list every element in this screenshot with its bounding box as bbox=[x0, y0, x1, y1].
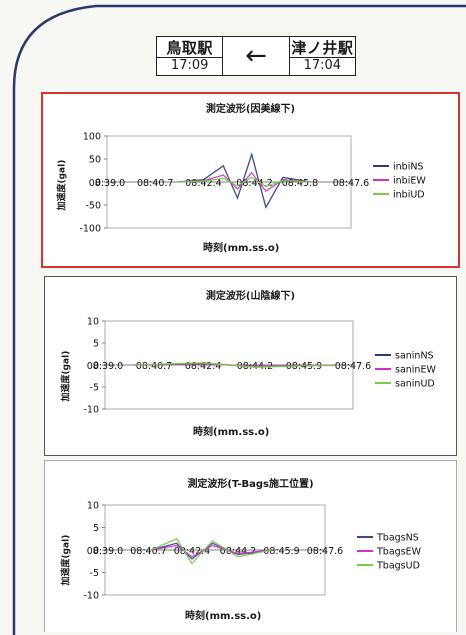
x-tick-label: 08:39.0 bbox=[87, 546, 123, 557]
left-station: 鳥取駅 17:09 bbox=[157, 37, 223, 75]
legend-label: saninNS bbox=[395, 351, 434, 362]
legend-label: TbagsUD bbox=[376, 561, 420, 572]
y-tick-label: 10 bbox=[87, 317, 99, 328]
left-arrow-icon: ← bbox=[245, 41, 267, 71]
chart-title: 測定波形(山陰線下) bbox=[205, 291, 296, 302]
legend-label: inbiEW bbox=[393, 176, 426, 187]
x-tick-label: 08:44.2 bbox=[220, 546, 256, 557]
legend-label: inbiUD bbox=[393, 190, 425, 201]
direction-arrow-cell: ← bbox=[222, 37, 290, 75]
right-station-name: 津ノ井駅 bbox=[291, 38, 354, 57]
series-line-saninUD bbox=[133, 362, 336, 368]
y-tick-label: 10 bbox=[87, 501, 99, 512]
y-tick-label: 5 bbox=[93, 523, 99, 534]
x-tick-label: 08:39.0 bbox=[89, 178, 125, 189]
x-tick-label: 08:44.2 bbox=[236, 178, 272, 189]
y-tick-label: -5 bbox=[90, 383, 99, 394]
legend-label: saninUD bbox=[395, 379, 435, 390]
x-tick-label: 08:39.0 bbox=[87, 361, 123, 372]
chart-panel-inbi: 測定波形(因美線下) 加速度(gal) 時刻(mm.ss.o) 100 50 0 -5… bbox=[41, 92, 460, 268]
legend-label: TbagsEW bbox=[376, 547, 422, 558]
series-line-inbiUD bbox=[177, 176, 312, 188]
left-station-name: 鳥取駅 bbox=[166, 38, 213, 57]
x-tick-label: 08:47.6 bbox=[333, 178, 369, 189]
y-tick-label: -10 bbox=[83, 591, 99, 602]
y-tick-label: -10 bbox=[83, 405, 99, 416]
x-tick-label: 08:45.8 bbox=[282, 178, 318, 189]
x-axis-label: 時刻(mm.ss.o) bbox=[203, 243, 280, 254]
chart-title: 測定波形(T-Bags施工位置) bbox=[187, 479, 314, 490]
x-tick-label: 08:45.9 bbox=[263, 546, 299, 557]
chart-panel-tbags: 測定波形(T-Bags施工位置) 加速度(gal) 時刻(mm.ss.o) 10… bbox=[44, 460, 457, 632]
x-tick-label: 08:42.4 bbox=[174, 546, 210, 557]
legend-label: TbagsNS bbox=[376, 533, 419, 544]
station-direction-box: 鳥取駅 17:09 ← 津ノ井駅 17:04 bbox=[156, 36, 356, 76]
x-tick-label: 08:40.7 bbox=[137, 178, 173, 189]
x-tick-label: 08:47.6 bbox=[307, 546, 343, 557]
legend-label: inbiNS bbox=[393, 162, 423, 173]
x-axis-label: 時刻(mm.ss.o) bbox=[185, 611, 262, 622]
y-tick-label: -50 bbox=[85, 201, 101, 212]
chart-svg-tbags: 10 5 0 -5 -10 08:39.0 08:40.7 08:42.4 08:44.2 08:… bbox=[83, 501, 422, 602]
chart-svg-inbi: 100 50 0 -50 -100 08:39.0 08:40.7 08:42.4 08:44.… bbox=[79, 132, 426, 235]
chart-title: 測定波形(因美線下) bbox=[205, 104, 296, 115]
y-tick-label: 0 bbox=[95, 178, 101, 189]
y-tick-label: 0 bbox=[93, 546, 99, 557]
y-tick-label: -5 bbox=[90, 568, 99, 579]
x-tick-label: 08:42.4 bbox=[185, 178, 221, 189]
x-axis-label: 時刻(mm.ss.o) bbox=[193, 427, 270, 438]
y-tick-label: 0 bbox=[93, 361, 99, 372]
y-tick-label: 50 bbox=[89, 155, 101, 166]
y-tick-label: 5 bbox=[93, 339, 99, 350]
legend-label: saninEW bbox=[395, 365, 436, 376]
y-tick-label: 100 bbox=[83, 132, 101, 143]
x-tick-label: 08:47.6 bbox=[335, 361, 371, 372]
right-station-time: 17:04 bbox=[289, 56, 355, 74]
x-tick-label: 08:40.7 bbox=[130, 546, 166, 557]
right-station: 津ノ井駅 17:04 bbox=[289, 37, 355, 75]
x-tick-label: 08:40.7 bbox=[136, 361, 172, 372]
chart-panel-sanin: 測定波形(山陰線下) 加速度(gal) 時刻(mm.ss.o) 10 5 0 -5 -1… bbox=[44, 276, 457, 456]
x-tick-label: 08:42.4 bbox=[185, 361, 221, 372]
y-tick-label: -100 bbox=[79, 224, 101, 235]
series-line-TbagsEW bbox=[150, 544, 272, 558]
series-line-TbagsUD bbox=[150, 537, 272, 565]
left-station-time: 17:09 bbox=[157, 56, 223, 74]
